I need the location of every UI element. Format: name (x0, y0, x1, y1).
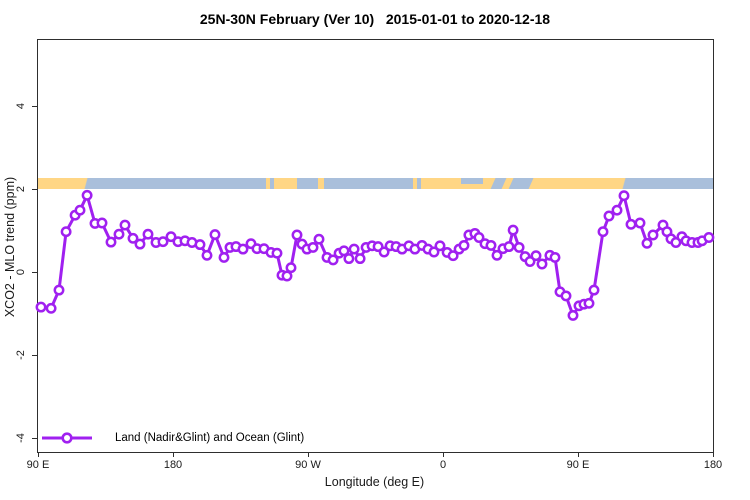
data-point (343, 253, 355, 265)
data-point (218, 251, 230, 263)
data-point (142, 228, 154, 240)
legend: Land (Nadir&Glint) and Ocean (Glint) (40, 431, 304, 445)
y-tick-mark (32, 354, 37, 356)
data-point (641, 237, 653, 249)
data-point (113, 228, 125, 240)
data-point (507, 224, 519, 236)
data-point (603, 210, 615, 222)
data-point (513, 241, 525, 253)
data-point (281, 270, 293, 282)
x-tick-mark (443, 452, 444, 457)
x-tick-label: 180 (163, 459, 183, 471)
y-tick-mark (32, 106, 37, 108)
data-point (119, 219, 131, 231)
data-point (611, 204, 623, 216)
x-tick-mark (578, 452, 579, 457)
data-point (536, 258, 548, 270)
data-point (618, 190, 630, 202)
x-tick-label: 90 W (295, 459, 321, 471)
data-point (74, 204, 86, 216)
legend-label: Land (Nadir&Glint) and Ocean (Glint) (115, 432, 305, 444)
data-point (338, 245, 350, 257)
data-point (313, 233, 325, 245)
land-segment (38, 177, 85, 190)
x-tick-label: 90 E (26, 459, 50, 471)
data-point (60, 226, 72, 238)
land-ocean-band (38, 177, 713, 190)
data-point (81, 189, 93, 201)
data-point (560, 290, 572, 302)
data-point (348, 243, 360, 255)
land-segment (318, 177, 325, 190)
plot-area: 90 E 180 90 W 0 90 E 180 4 2 0 -2 -4 Land (Nadir&… (15, 39, 722, 471)
land-segment (273, 177, 298, 190)
data-point (597, 226, 609, 238)
x-axis-title: Longitude (deg E) (324, 475, 425, 489)
coastline-transition (620, 177, 629, 190)
data-point (567, 309, 579, 321)
data-point (634, 217, 646, 229)
data-point (434, 240, 446, 252)
x-tick-label: 180 (703, 459, 723, 471)
data-point (165, 231, 177, 243)
data-point (105, 236, 117, 248)
data-point (625, 218, 637, 230)
x-tick-mark (38, 452, 39, 457)
data-point (209, 229, 221, 241)
data-point (35, 301, 47, 313)
data-point (473, 232, 485, 243)
x-tick-mark (713, 452, 714, 457)
data-point (428, 246, 440, 258)
data-point (201, 249, 213, 261)
data-point (703, 232, 715, 243)
data-point (588, 284, 600, 296)
chart-title: 25N-30N February (Ver 10) 2015-01-01 to … (199, 11, 551, 27)
data-point (285, 262, 297, 274)
data-point (647, 229, 659, 241)
x-tick-label: 0 (439, 459, 447, 471)
ocean-overlay-segment (461, 177, 484, 185)
data-point (237, 243, 249, 255)
data-point (485, 239, 497, 251)
data-point (491, 249, 503, 261)
data-point (291, 229, 303, 241)
x-tick-mark (308, 452, 309, 457)
data-point (157, 236, 169, 248)
land-segment (412, 177, 417, 190)
data-point (194, 239, 206, 251)
data-point (503, 241, 515, 253)
data-point (134, 238, 146, 250)
data-point (327, 254, 339, 266)
data-point (45, 302, 57, 314)
legend-marker-icon (42, 432, 92, 444)
y-tick-mark (32, 189, 37, 191)
x-tick-label: 90 E (566, 459, 590, 471)
x-tick-mark (173, 452, 174, 457)
data-point (354, 253, 366, 265)
data-point (583, 297, 595, 309)
data-point (530, 250, 542, 262)
data-point (271, 247, 283, 259)
data-point (549, 251, 561, 263)
data-point (458, 239, 470, 251)
land-segment (266, 177, 271, 190)
y-tick-mark (32, 271, 37, 273)
data-point (378, 246, 390, 258)
data-point (307, 241, 319, 253)
coastline-transition (82, 177, 90, 190)
data-point (96, 217, 108, 229)
y-tick-mark (32, 437, 37, 439)
data-point (127, 232, 139, 244)
data-point (447, 250, 459, 262)
data-point (53, 284, 65, 296)
data-series-svg (35, 189, 715, 321)
